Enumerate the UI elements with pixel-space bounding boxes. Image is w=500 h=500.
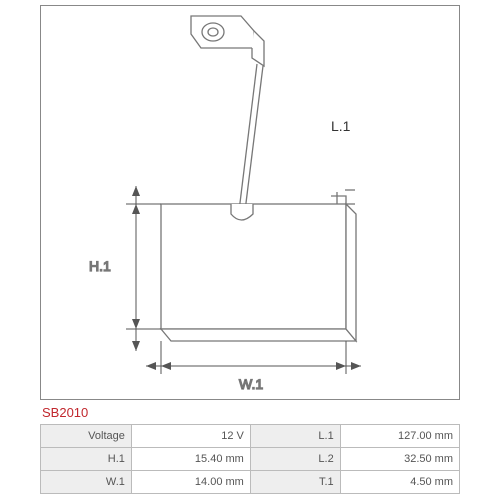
spec-value: 4.50 mm: [340, 471, 459, 494]
dimension-h1: [126, 186, 161, 351]
spec-value: 14.00 mm: [131, 471, 250, 494]
spec-value: 127.00 mm: [340, 425, 459, 448]
spec-label: Voltage: [41, 425, 132, 448]
dimension-w1: [146, 341, 361, 374]
label-w1: W.1: [239, 376, 263, 392]
spec-label: W.1: [41, 471, 132, 494]
terminal-lug: [191, 16, 264, 66]
table-row: Voltage 12 V L.1 127.00 mm: [41, 425, 460, 448]
spec-label: T.1: [250, 471, 340, 494]
brush-body: [161, 190, 356, 341]
table-row: H.1 15.40 mm L.2 32.50 mm: [41, 448, 460, 471]
drawing-svg: H.1 W.1 L.1: [41, 6, 459, 399]
label-l1: L.1: [331, 118, 351, 134]
lead-wire: [239, 64, 263, 211]
label-h1: H.1: [89, 258, 111, 274]
part-code: SB2010: [42, 405, 88, 420]
table-row: W.1 14.00 mm T.1 4.50 mm: [41, 471, 460, 494]
spec-label: H.1: [41, 448, 132, 471]
spec-value: 12 V: [131, 425, 250, 448]
spec-label: L.1: [250, 425, 340, 448]
spec-label: L.2: [250, 448, 340, 471]
spec-value: 32.50 mm: [340, 448, 459, 471]
spec-value: 15.40 mm: [131, 448, 250, 471]
specs-table: Voltage 12 V L.1 127.00 mm H.1 15.40 mm …: [40, 424, 460, 494]
technical-drawing: H.1 W.1 L.1: [40, 5, 460, 400]
